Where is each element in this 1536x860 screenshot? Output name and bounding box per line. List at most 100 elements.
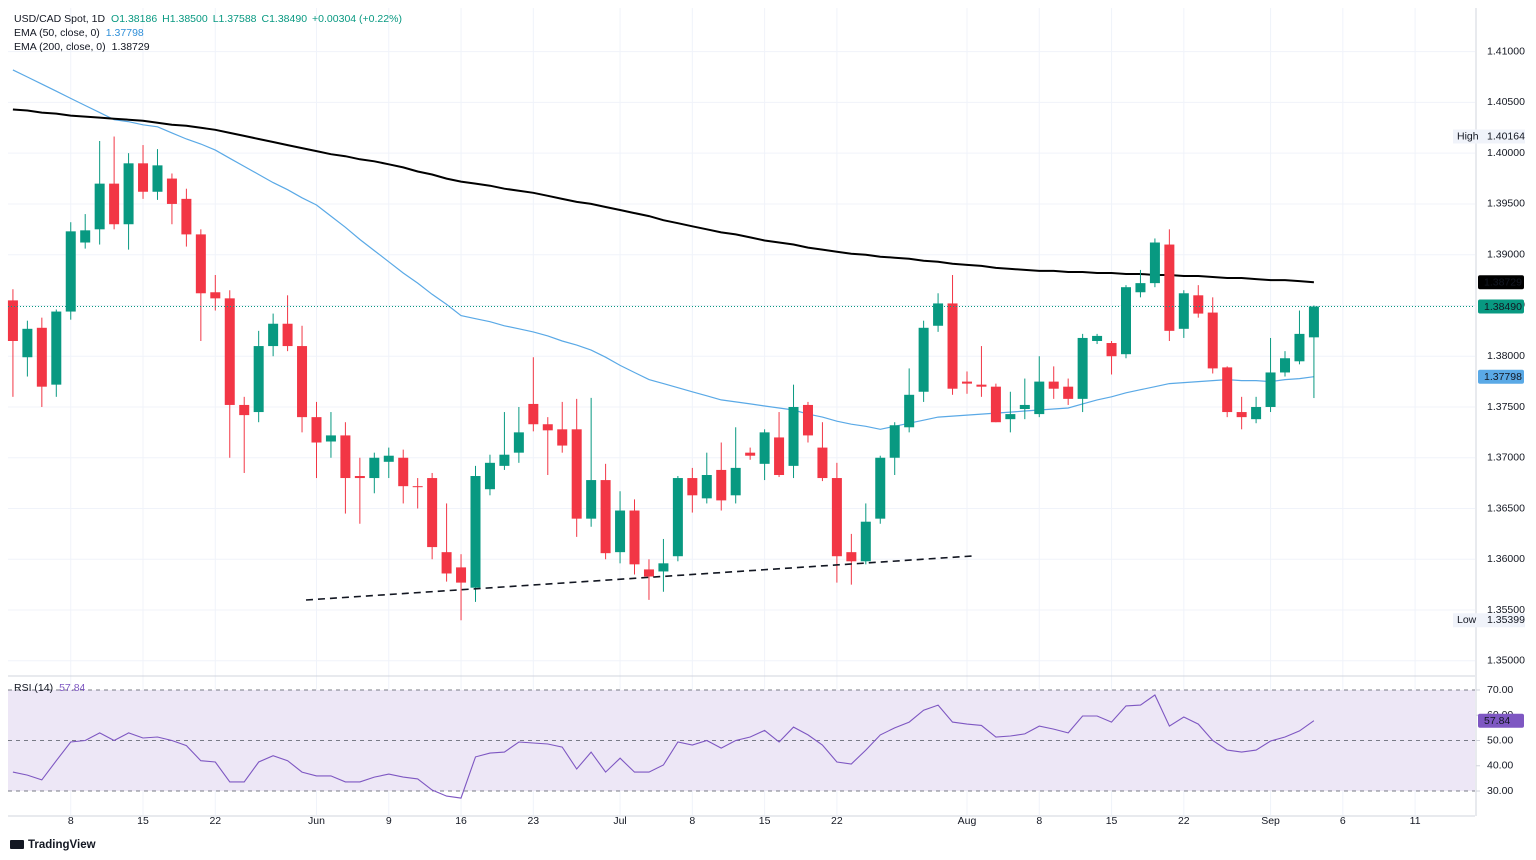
candle-body [643, 569, 654, 577]
x-tick-label: 22 [831, 815, 843, 827]
candle-body [152, 165, 163, 192]
candle-body [672, 478, 683, 557]
y-tick-label: 1.39000 [1487, 248, 1525, 260]
candle-body [1120, 287, 1131, 355]
rsi-badge: 57.84 [1484, 715, 1510, 727]
candle-body [1251, 406, 1262, 420]
low-marker-bg [1453, 613, 1525, 628]
candle-body [1193, 295, 1204, 314]
y-tick-label: 1.41000 [1487, 45, 1525, 57]
candle-body [499, 454, 510, 466]
brand: TradingView [10, 839, 96, 851]
candle-body [802, 404, 813, 436]
candle-body [383, 455, 394, 462]
candle-body [716, 469, 727, 501]
symbol: USD/CAD Spot, 1D [14, 13, 105, 25]
candle-body [22, 328, 33, 358]
high-marker-label: High [1457, 130, 1479, 142]
candle-body [759, 432, 770, 464]
candle-body [1236, 412, 1247, 418]
trendline [305, 555, 973, 601]
candle-body [224, 298, 235, 405]
candle-body [1063, 386, 1074, 399]
candle-body [210, 292, 221, 299]
axes-layer: 8 15 22 Jun 9 16 23 Jul 8 15 22 Aug 8 15 22 Sep 6 11 1.350… [68, 45, 1525, 826]
candle-body [1019, 404, 1030, 410]
candle-body [860, 521, 871, 562]
candle-body [456, 567, 467, 583]
y-tick-label: 1.35500 [1487, 604, 1525, 616]
candle-body [947, 303, 958, 389]
candle-body [1308, 306, 1319, 338]
candle-body [181, 198, 192, 235]
candle-body [65, 231, 76, 312]
x-tick-label: 15 [137, 815, 149, 827]
x-tick-label: 8 [689, 815, 695, 827]
candle-body [961, 381, 972, 384]
candle-body [817, 447, 828, 479]
rsi-badge-bg [1478, 713, 1524, 728]
candle-body [1207, 312, 1218, 369]
candle-body [1135, 283, 1146, 293]
candle-body [918, 327, 929, 392]
low-marker-label: Low [1457, 614, 1477, 626]
y-tick-label: 30.00 [1487, 785, 1513, 797]
candle-body [109, 183, 120, 225]
candle-body [1265, 372, 1276, 407]
legend-ema200: EMA (200, close, 0) 1.38729 [14, 41, 150, 53]
candle-body [658, 563, 669, 572]
y-tick-label: 1.36000 [1487, 553, 1525, 565]
rsi-value: 57.84 [59, 682, 85, 694]
candle-body [94, 183, 105, 230]
candle-body [875, 457, 886, 519]
x-tick-label: 16 [455, 815, 467, 827]
candle-body [484, 462, 495, 490]
candle-body [586, 480, 597, 519]
candle-body [1005, 414, 1016, 420]
low-marker-value: 1.35399 [1487, 614, 1525, 626]
open: O1.38186 [111, 13, 157, 25]
ema-line [12, 69, 1314, 430]
candle-body [123, 163, 134, 225]
y-tick-label: 1.36500 [1487, 502, 1525, 514]
candle-body [398, 457, 409, 487]
x-tick-label: 15 [1106, 815, 1118, 827]
x-tick-label: Sep [1261, 815, 1280, 827]
candle-body [513, 432, 524, 453]
legend-rsi: RSI (14) 57.84 [14, 682, 86, 694]
ema-badge-bg [1478, 369, 1524, 384]
candle-body [904, 394, 915, 428]
candle-body [745, 452, 756, 456]
y-tick-label: 1.40500 [1487, 96, 1525, 108]
candle-body [354, 476, 365, 479]
legend-ema50: EMA (50, close, 0) 1.37798 [14, 27, 144, 39]
candle-body [325, 435, 336, 442]
candle-body [846, 552, 857, 562]
ema50-name: EMA (50, close, 0) [14, 27, 100, 39]
y-tick-label: 1.39500 [1487, 198, 1525, 210]
candle-body [831, 478, 842, 557]
candle-body [1048, 381, 1059, 389]
candle-body [282, 323, 293, 347]
ema50-value: 1.37798 [106, 27, 144, 39]
x-tick-label: Aug [958, 815, 977, 827]
candle-body [1106, 343, 1117, 357]
y-tick-label: 1.38000 [1487, 350, 1525, 362]
low: L1.37588 [213, 13, 257, 25]
candle-body [441, 552, 452, 574]
candle-body [528, 403, 539, 425]
x-tick-label: Jul [613, 815, 626, 827]
candle-body [297, 346, 308, 418]
y-tick-label: 1.40000 [1487, 147, 1525, 159]
y-tick-label: 40.00 [1487, 760, 1513, 772]
candle-body [1294, 333, 1305, 362]
candle-body [80, 230, 91, 243]
candle-body [1280, 358, 1291, 373]
candle-body [542, 424, 553, 431]
close-badge: 1.38490 [1484, 301, 1522, 313]
candle-body [369, 457, 380, 479]
x-tick-label: 8 [68, 815, 74, 827]
candle-body [268, 323, 279, 347]
candle-body [990, 386, 1001, 423]
